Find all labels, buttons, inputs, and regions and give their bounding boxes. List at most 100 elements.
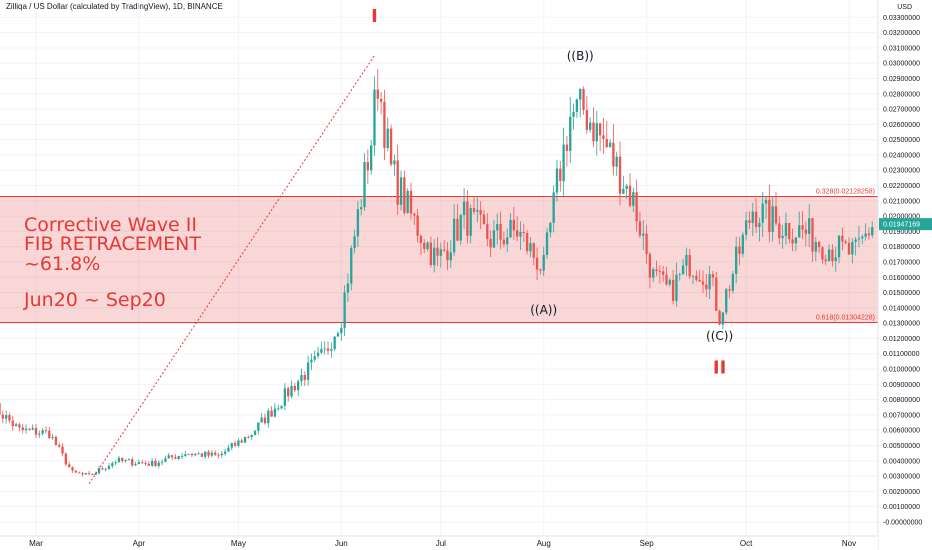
candle-body [642,233,645,236]
candle-body [635,192,638,222]
candle-body [333,336,336,350]
candle-body [632,192,635,206]
candle-body [117,457,121,463]
candle-body [817,241,821,248]
candle-body [549,222,552,233]
candle-body [449,252,452,261]
candle-body [316,352,320,357]
candle-body [489,238,492,248]
candle-body [114,462,117,464]
candle-body [854,239,857,242]
candle-body [58,444,61,447]
candle-body [306,362,310,380]
candle-body [51,437,54,438]
candle-body [436,247,439,256]
currency-label: USD [897,4,912,11]
candle-body [227,447,230,452]
candle-body [768,199,771,232]
candle-body [28,428,31,430]
price-tick-label: 0.00800000 [883,397,920,404]
price-tick-label: 0.01800000 [883,244,920,251]
candle-body [207,451,210,456]
wave-labels: I ((B)) ((A)) ((C)) II [371,6,733,379]
candle-body [101,468,104,470]
candle-body [84,473,87,475]
candle-body [844,241,847,243]
candle-body [343,292,346,328]
candle-body [486,224,489,239]
candle-body [705,284,708,290]
candle-body [539,269,542,271]
candle-body [48,430,51,438]
candle-body [217,454,220,456]
candle-body [134,464,137,466]
candle-body [867,233,871,236]
candle-body [340,327,343,334]
candle-body [396,160,399,205]
candle-body [638,221,642,236]
candle-body [655,269,658,271]
candle-body [814,241,817,252]
candle-body [595,123,598,142]
dotted-trend-line [88,55,375,484]
candle-body [399,177,403,205]
candle-body [804,229,808,234]
candle-body [774,206,778,224]
candle-body [393,160,396,165]
candle-body [81,473,84,475]
candle-body [313,356,316,360]
candle-body [220,453,223,456]
candle-body [0,403,1,415]
candle-body [695,275,698,280]
candle-body [8,415,11,421]
price-tick-label: 0.00900000 [883,382,920,389]
candle-body [592,122,595,142]
price-axis[interactable]: USD 0.03300000 0.03200000 0.03100000 0.03000… [877,0,932,550]
candle-body [522,231,525,234]
candle-body [197,453,200,455]
candle-body [761,203,764,223]
price-tick-label: 0.03300000 [883,15,920,22]
candle-body [519,231,522,237]
candle-body [187,454,190,455]
candle-body [728,289,731,291]
candle-body [482,214,486,225]
candle-body [323,348,326,350]
candle-body [409,190,413,214]
candle-body [356,209,360,237]
candle-body [413,213,416,216]
candle-body [476,210,479,212]
candle-body [137,462,141,465]
candle-body [516,230,519,237]
candle-body [74,470,77,473]
candle-body [612,142,615,167]
candle-body [87,473,91,474]
candle-body [512,219,516,231]
time-axis[interactable]: Mar Apr May Jun Jul Aug Sep Oct Nov [0,535,878,550]
candle-body [748,220,751,223]
price-tick-label: 0.00700000 [883,412,920,419]
candle-body [257,422,260,431]
candle-body [622,188,625,194]
price-tick-label: 0.03100000 [883,45,920,52]
price-tick-label: 0.00600000 [883,428,920,435]
candle-body [462,201,466,216]
candle-body [502,239,506,245]
candle-body [582,88,585,110]
candle-body [718,310,721,325]
candle-body [141,462,144,464]
candle-body [383,101,386,149]
price-tick-label: 0.01300000 [883,321,920,328]
candle-body [725,289,728,313]
candle-body [366,162,369,171]
candle-body [685,254,688,266]
candle-body [771,206,774,232]
candle-body [572,111,575,117]
candle-body [379,98,383,102]
candle-body [154,460,157,466]
candle-body [708,274,711,290]
candle-body [429,242,433,266]
candle-body [277,408,280,410]
wave-label: ((C)) [706,329,733,343]
